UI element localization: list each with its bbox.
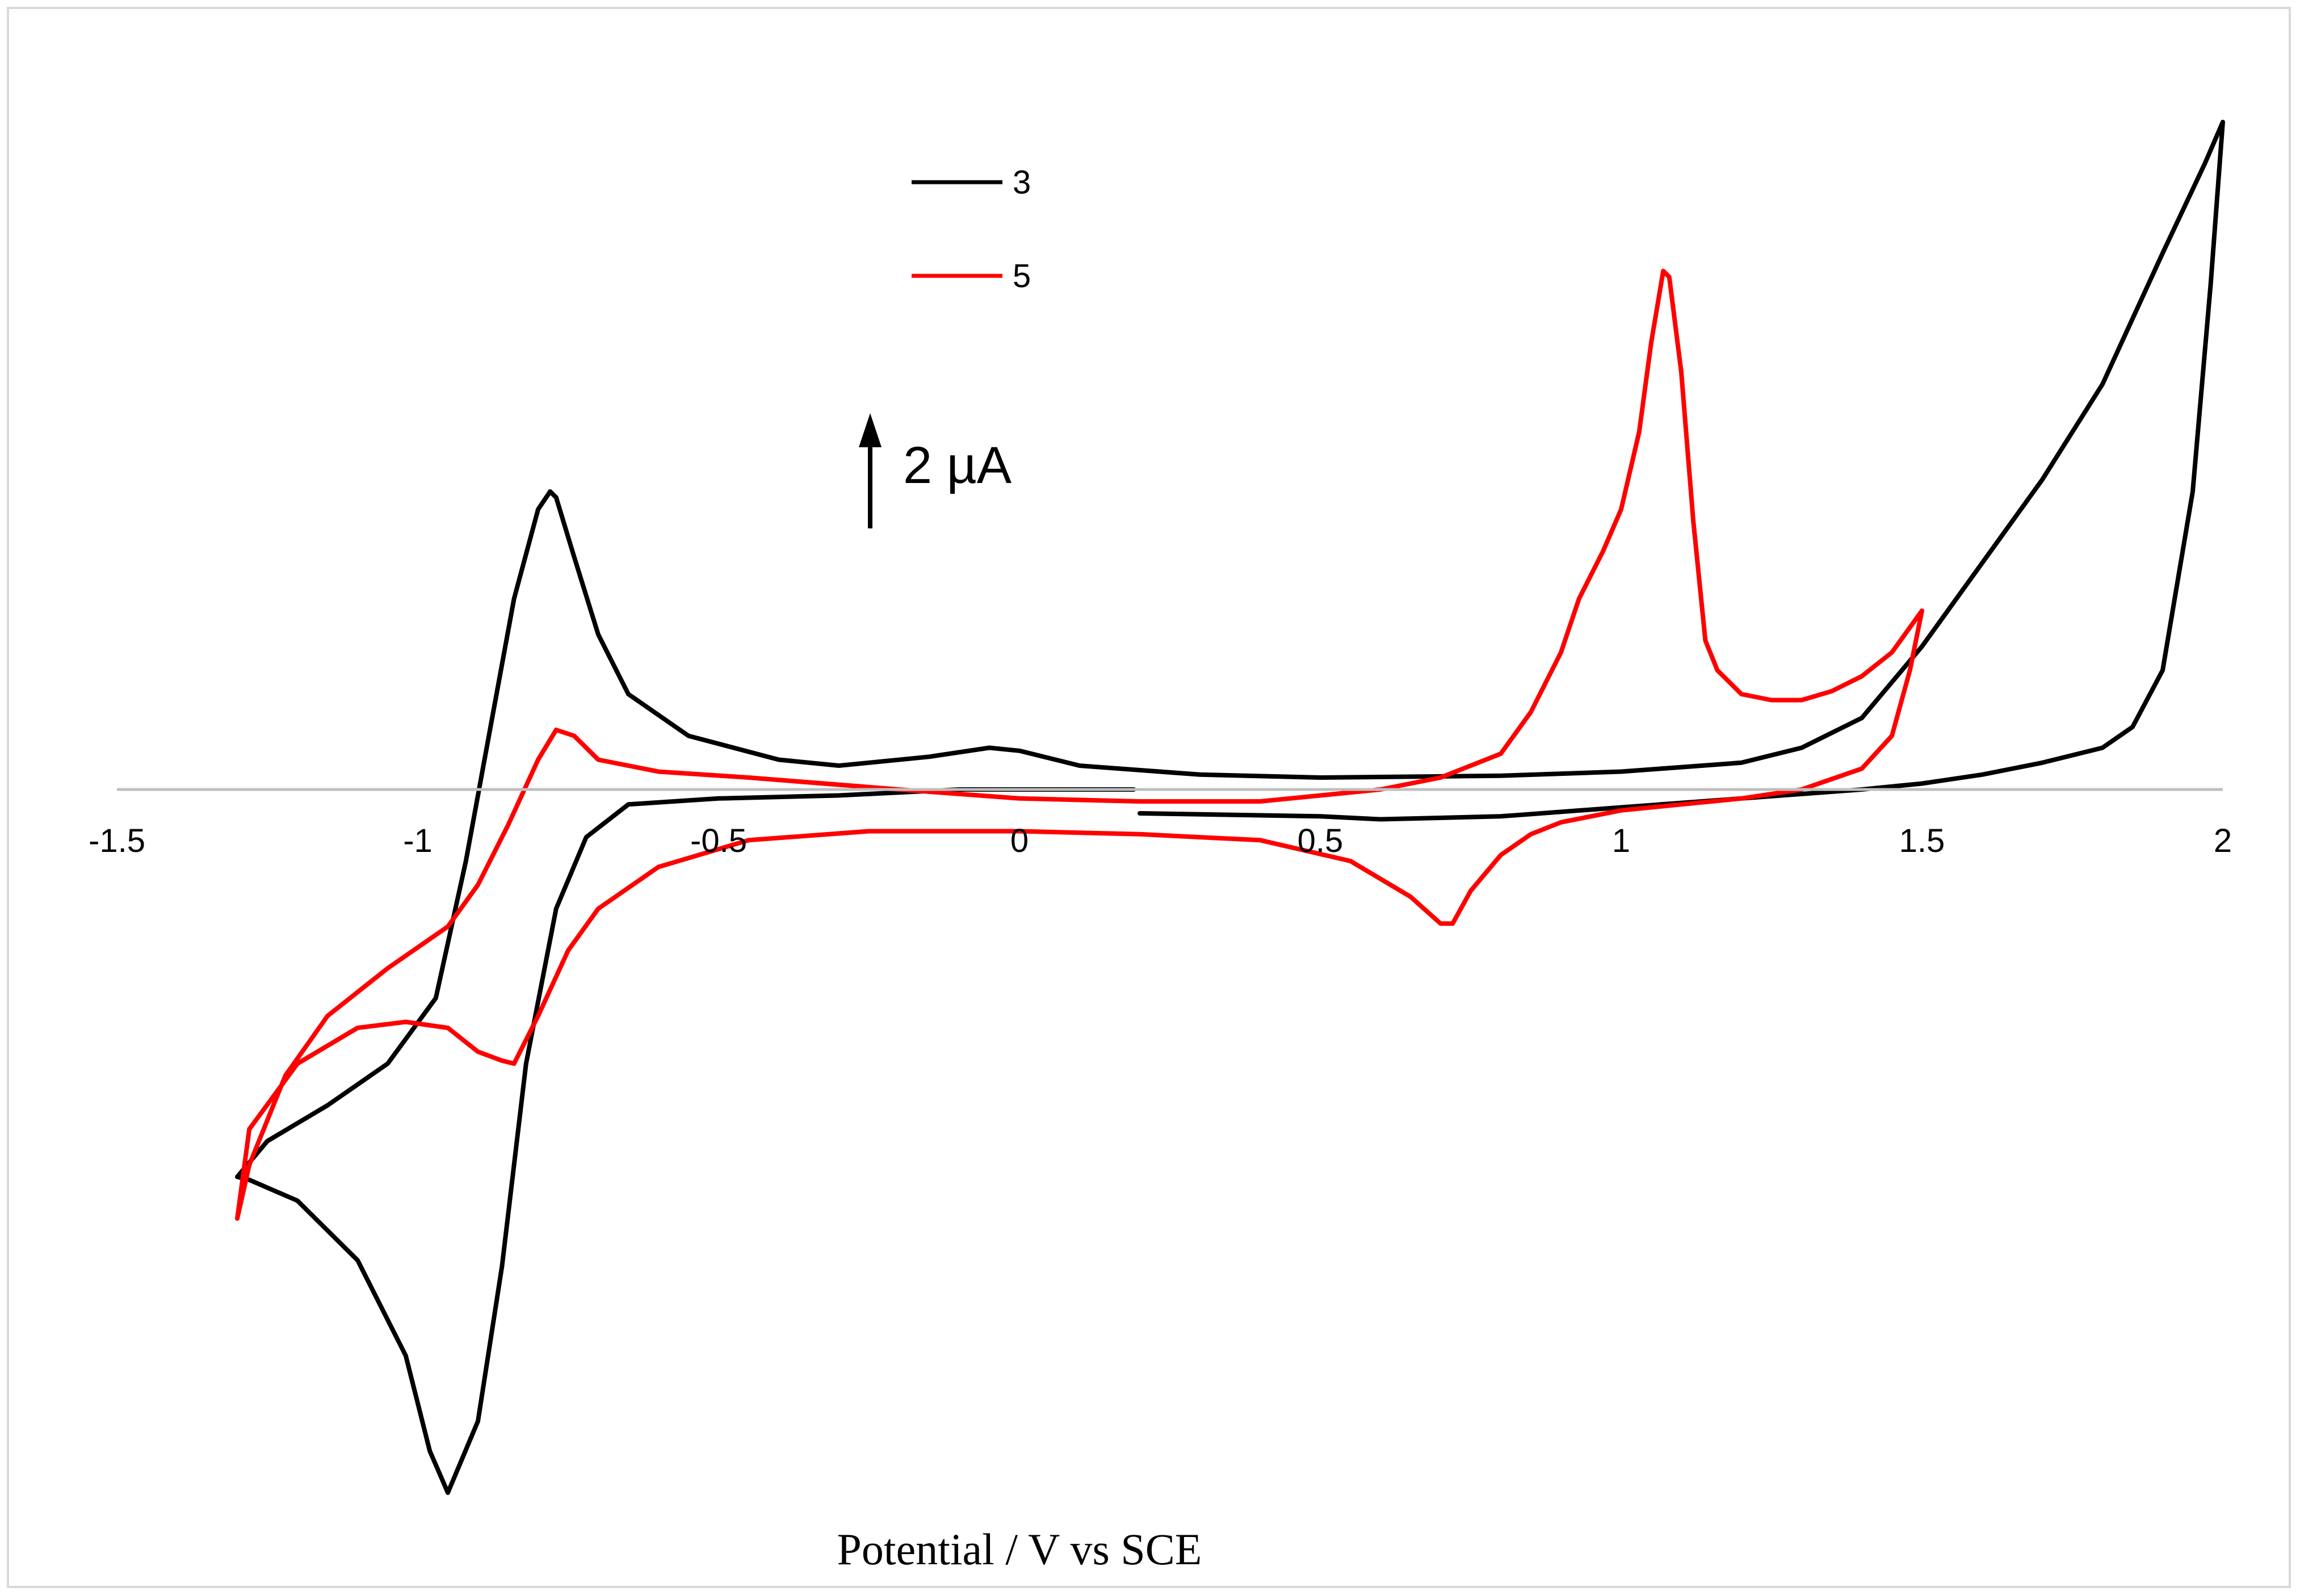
current-scale-bar: 2 µA — [859, 413, 1012, 528]
chart-frame: -1.5 -1 -0.5 0 0.5 1 1.5 2 3 5 2 µA Potential /… — [7, 7, 2291, 1588]
arrow-up-icon — [859, 413, 882, 447]
x-tick-label: -1 — [403, 822, 433, 859]
legend-label-series-5: 5 — [1013, 258, 1031, 295]
legend: 3 5 — [912, 164, 1031, 295]
x-tick-labels: -1.5 -1 -0.5 0 0.5 1 1.5 2 — [89, 822, 2232, 859]
legend-label-series-3: 3 — [1013, 164, 1031, 201]
x-tick-label: 1.5 — [1899, 822, 1945, 859]
x-tick-label: -1.5 — [89, 822, 145, 859]
series-layer — [235, 120, 2225, 1495]
cyclic-voltammogram-chart: -1.5 -1 -0.5 0 0.5 1 1.5 2 3 5 2 µA Potential /… — [89, 120, 2232, 1574]
x-tick-label: 2 — [2214, 822, 2232, 859]
series-line-3 — [235, 120, 2225, 1495]
x-tick-label: 0 — [1010, 822, 1029, 859]
x-tick-label: -0.5 — [690, 822, 747, 859]
series-line-5 — [235, 268, 1924, 1221]
x-tick-label: 0.5 — [1298, 822, 1344, 859]
scale-bar-label: 2 µA — [903, 436, 1012, 494]
x-axis-title: Potential / V vs SCE — [837, 1524, 1202, 1574]
x-tick-label: 1 — [1612, 822, 1630, 859]
